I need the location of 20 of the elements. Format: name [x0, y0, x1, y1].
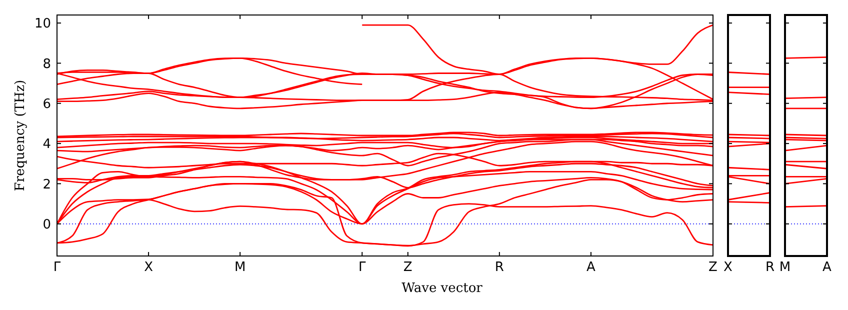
y-tick-label: 8	[42, 56, 51, 72]
y-tick-label: 2	[42, 177, 51, 192]
x-tick-label: M	[779, 260, 791, 275]
y-tick-label: 4	[42, 137, 51, 152]
x-tick-label: A	[822, 260, 832, 275]
y-tick-label: 6	[42, 96, 51, 112]
y-tick-label: 0	[42, 217, 51, 232]
x-tick-label: R	[494, 260, 504, 275]
y-tick-label: 10	[34, 16, 51, 32]
x-tick-label: M	[234, 260, 246, 275]
x-tick-label: X	[724, 260, 733, 275]
x-tick-label: X	[144, 260, 154, 275]
x-tick-label: Γ	[358, 260, 366, 275]
x-axis-title: Wave vector	[402, 281, 484, 296]
x-tick-label: Z	[708, 260, 718, 275]
y-axis-title: Frequency (THz)	[13, 80, 28, 192]
x-tick-label: Γ	[53, 260, 62, 275]
x-tick-label: R	[765, 260, 775, 275]
x-tick-label: Z	[403, 260, 412, 275]
x-tick-label: A	[586, 260, 596, 275]
